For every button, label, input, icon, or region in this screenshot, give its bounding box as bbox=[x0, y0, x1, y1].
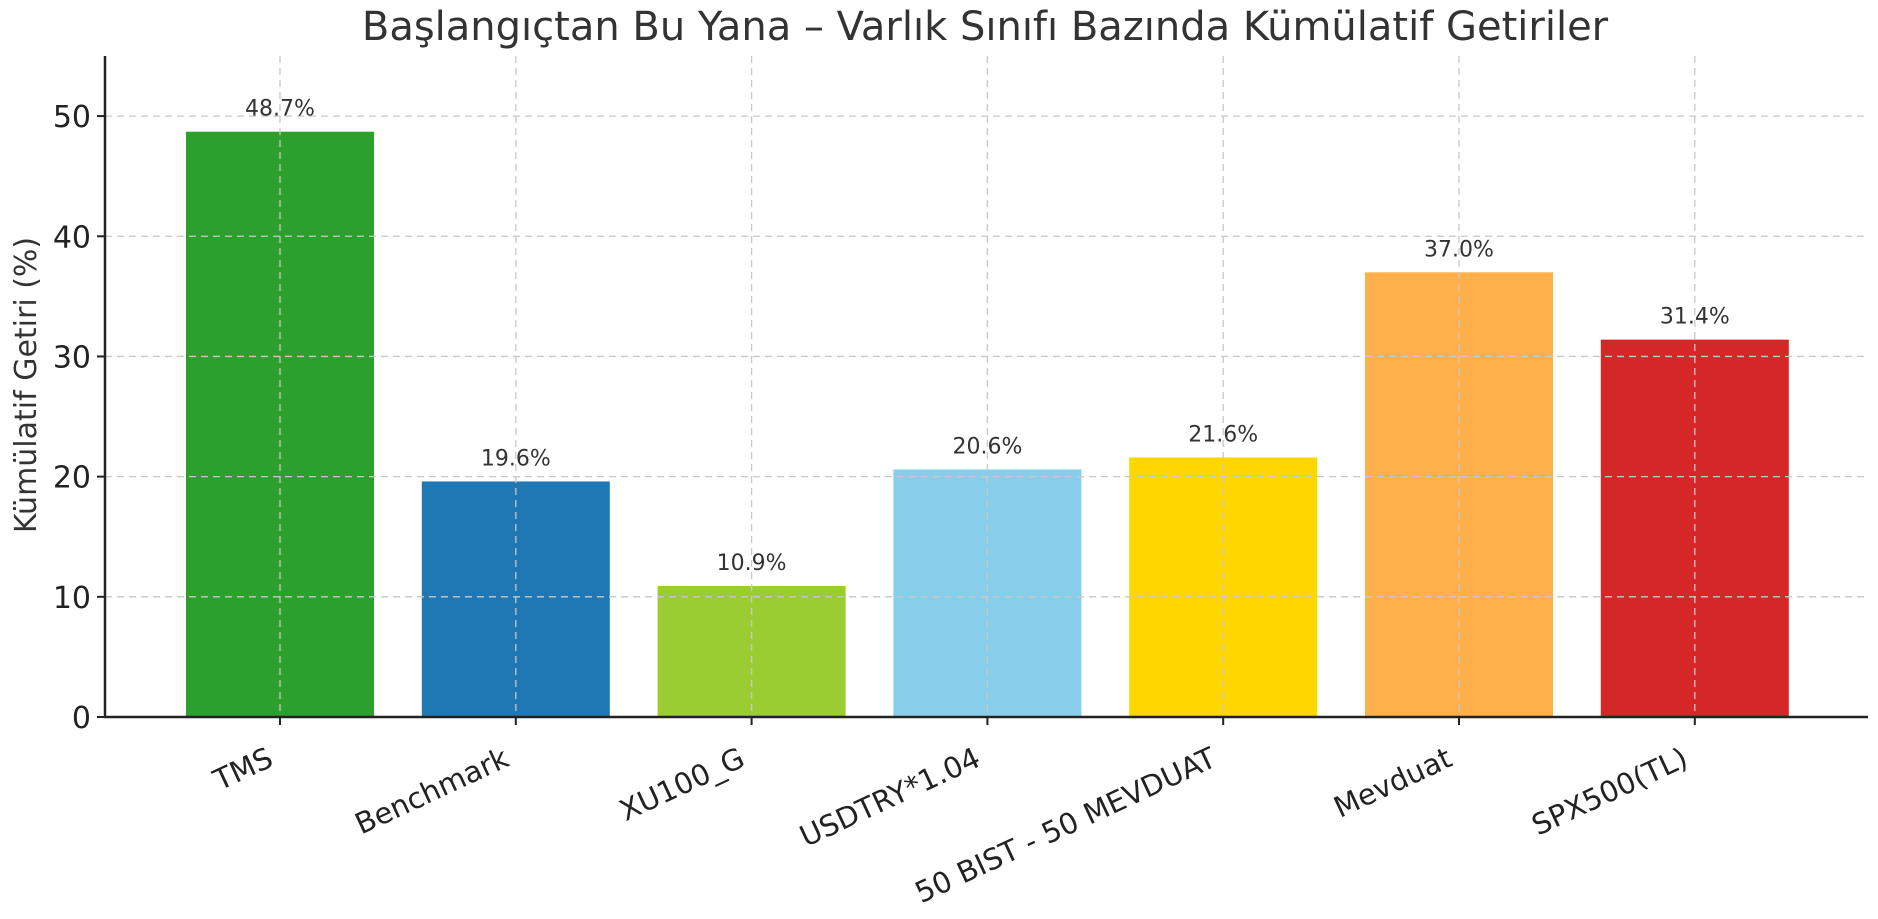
data-label-2: 10.9% bbox=[717, 551, 787, 576]
bar-3 bbox=[893, 469, 1082, 717]
y-tick-label-1: 10 bbox=[53, 581, 91, 616]
y-tick-label-5: 50 bbox=[53, 100, 91, 135]
bars bbox=[186, 131, 1789, 717]
data-label-3: 20.6% bbox=[952, 434, 1022, 459]
x-tick-label-0: TMS bbox=[207, 741, 278, 798]
y-tick-label-3: 30 bbox=[53, 340, 91, 375]
data-label-1: 19.6% bbox=[481, 446, 551, 471]
data-labels: 48.7% 19.6% 10.9% 20.6% 21.6% 37.0% 31.4% bbox=[245, 97, 1730, 576]
x-tick-label-6: SPX500(TL) bbox=[1526, 741, 1692, 843]
x-tick-label-2: XU100_G bbox=[614, 741, 749, 828]
data-label-6: 31.4% bbox=[1660, 305, 1730, 330]
bar-0 bbox=[186, 131, 374, 717]
y-axis-ticks: 0 10 20 30 40 50 bbox=[53, 100, 105, 736]
data-label-0: 48.7% bbox=[245, 97, 315, 122]
data-label-4: 21.6% bbox=[1188, 422, 1258, 447]
x-tick-label-1: Benchmark bbox=[350, 740, 514, 841]
data-label-5: 37.0% bbox=[1424, 237, 1494, 262]
y-tick-label-4: 40 bbox=[53, 220, 91, 255]
y-tick-label-0: 0 bbox=[72, 701, 91, 736]
x-tick-label-3: USDTRY*1.04 bbox=[794, 741, 985, 854]
grid-lines bbox=[105, 56, 1868, 717]
x-tick-label-5: Mevduat bbox=[1328, 741, 1457, 825]
chart-title: Başlangıçtan Bu Yana – Varlık Sınıfı Baz… bbox=[362, 4, 1609, 50]
y-axis-label: Kümülatif Getiri (%) bbox=[9, 237, 44, 533]
y-tick-label-2: 20 bbox=[53, 461, 91, 496]
